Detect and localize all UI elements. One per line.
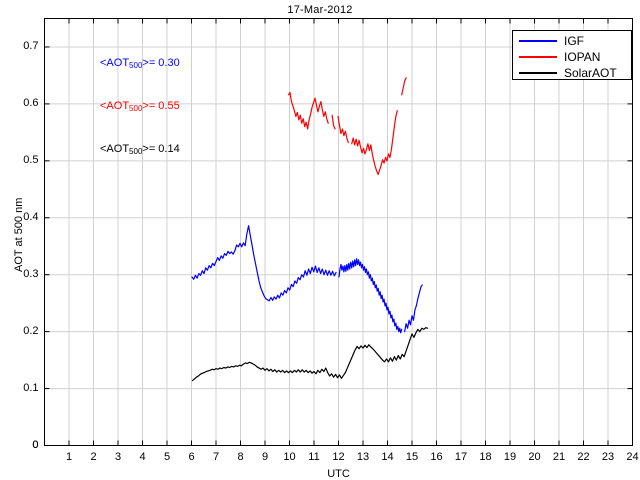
x-tick-label: 8 bbox=[237, 450, 244, 463]
annotation-value: >= 0.55 bbox=[142, 100, 180, 112]
legend-item-igf[interactable]: IGF bbox=[513, 33, 631, 49]
annotation-value: >= 0.30 bbox=[142, 57, 180, 69]
y-axis-label: AOT at 500 nm bbox=[13, 197, 25, 272]
annotation-prefix: <AOT bbox=[100, 100, 130, 112]
y-tick-label: 0.7 bbox=[23, 39, 39, 52]
x-tick-label: 23 bbox=[601, 450, 615, 463]
legend-label: IOPAN bbox=[564, 50, 601, 64]
x-tick-label: 22 bbox=[577, 450, 590, 463]
legend-item-iopan[interactable]: IOPAN bbox=[513, 49, 631, 65]
annotation-value: >= 0.14 bbox=[142, 143, 180, 155]
x-tick-label: 12 bbox=[332, 450, 345, 463]
annotation-subscript: 500 bbox=[129, 104, 143, 113]
series-iopan bbox=[287, 77, 407, 176]
x-tick-label: 19 bbox=[503, 450, 517, 463]
x-tick-label: 2 bbox=[90, 450, 97, 463]
legend-label: IGF bbox=[564, 34, 584, 48]
y-tick-label: 0.3 bbox=[23, 267, 39, 280]
y-tick-label: 0.6 bbox=[23, 96, 39, 109]
axes-frame bbox=[44, 18, 633, 446]
x-tick-label: 18 bbox=[479, 450, 492, 463]
chart-legend: IGF IOPAN SolarAOT bbox=[512, 30, 632, 80]
legend-line-icon bbox=[519, 40, 557, 42]
x-tick-label: 6 bbox=[188, 450, 195, 463]
series-igf bbox=[191, 225, 423, 334]
annotation-subscript: 500 bbox=[129, 147, 143, 156]
annotation-subscript: 500 bbox=[129, 61, 143, 70]
annotation-iopan-mean: <AOT500>= 0.55 bbox=[100, 100, 180, 113]
x-tick-label: 5 bbox=[163, 450, 171, 463]
legend-line-icon bbox=[519, 56, 557, 58]
x-tick-label: 17 bbox=[454, 450, 468, 463]
x-tick-label: 10 bbox=[283, 450, 296, 463]
annotation-prefix: <AOT bbox=[100, 143, 130, 155]
x-tick-label: 15 bbox=[405, 450, 419, 463]
x-tick-label: 4 bbox=[139, 450, 146, 463]
x-tick-label-origin: 0 bbox=[32, 438, 39, 451]
annotation-prefix: <AOT bbox=[100, 57, 130, 69]
y-tick-label: 0.5 bbox=[23, 153, 39, 166]
x-tick-label: 7 bbox=[212, 450, 220, 463]
annotation-igf-mean: <AOT500>= 0.30 bbox=[100, 57, 180, 70]
series-solaraot bbox=[191, 327, 429, 382]
annotation-solaraot-mean: <AOT500>= 0.14 bbox=[100, 143, 180, 156]
grid-lines bbox=[44, 18, 633, 446]
x-tick-label: 11 bbox=[308, 450, 320, 463]
y-tick-label: 0.2 bbox=[23, 324, 39, 337]
legend-item-solaraot[interactable]: SolarAOT bbox=[513, 65, 631, 81]
x-tick-label: 20 bbox=[528, 450, 541, 463]
x-tick-label: 13 bbox=[356, 450, 370, 463]
y-tick-label: 0 bbox=[32, 438, 39, 451]
legend-line-icon bbox=[519, 72, 557, 74]
x-tick-label: 24 bbox=[626, 450, 639, 463]
chart-title: 17-Mar-2012 bbox=[287, 4, 353, 16]
x-tick-label: 3 bbox=[114, 450, 122, 463]
x-tick-label: 1 bbox=[65, 450, 73, 463]
x-tick-label: 14 bbox=[381, 450, 394, 463]
y-tick-label: 0.4 bbox=[23, 210, 39, 223]
x-tick-label: 21 bbox=[552, 450, 566, 463]
legend-label: SolarAOT bbox=[564, 66, 617, 80]
y-tick-label: 0.1 bbox=[23, 381, 39, 394]
x-axis-label: UTC bbox=[327, 467, 350, 480]
x-tick-label: 9 bbox=[261, 450, 269, 463]
x-tick-label: 16 bbox=[430, 450, 443, 463]
